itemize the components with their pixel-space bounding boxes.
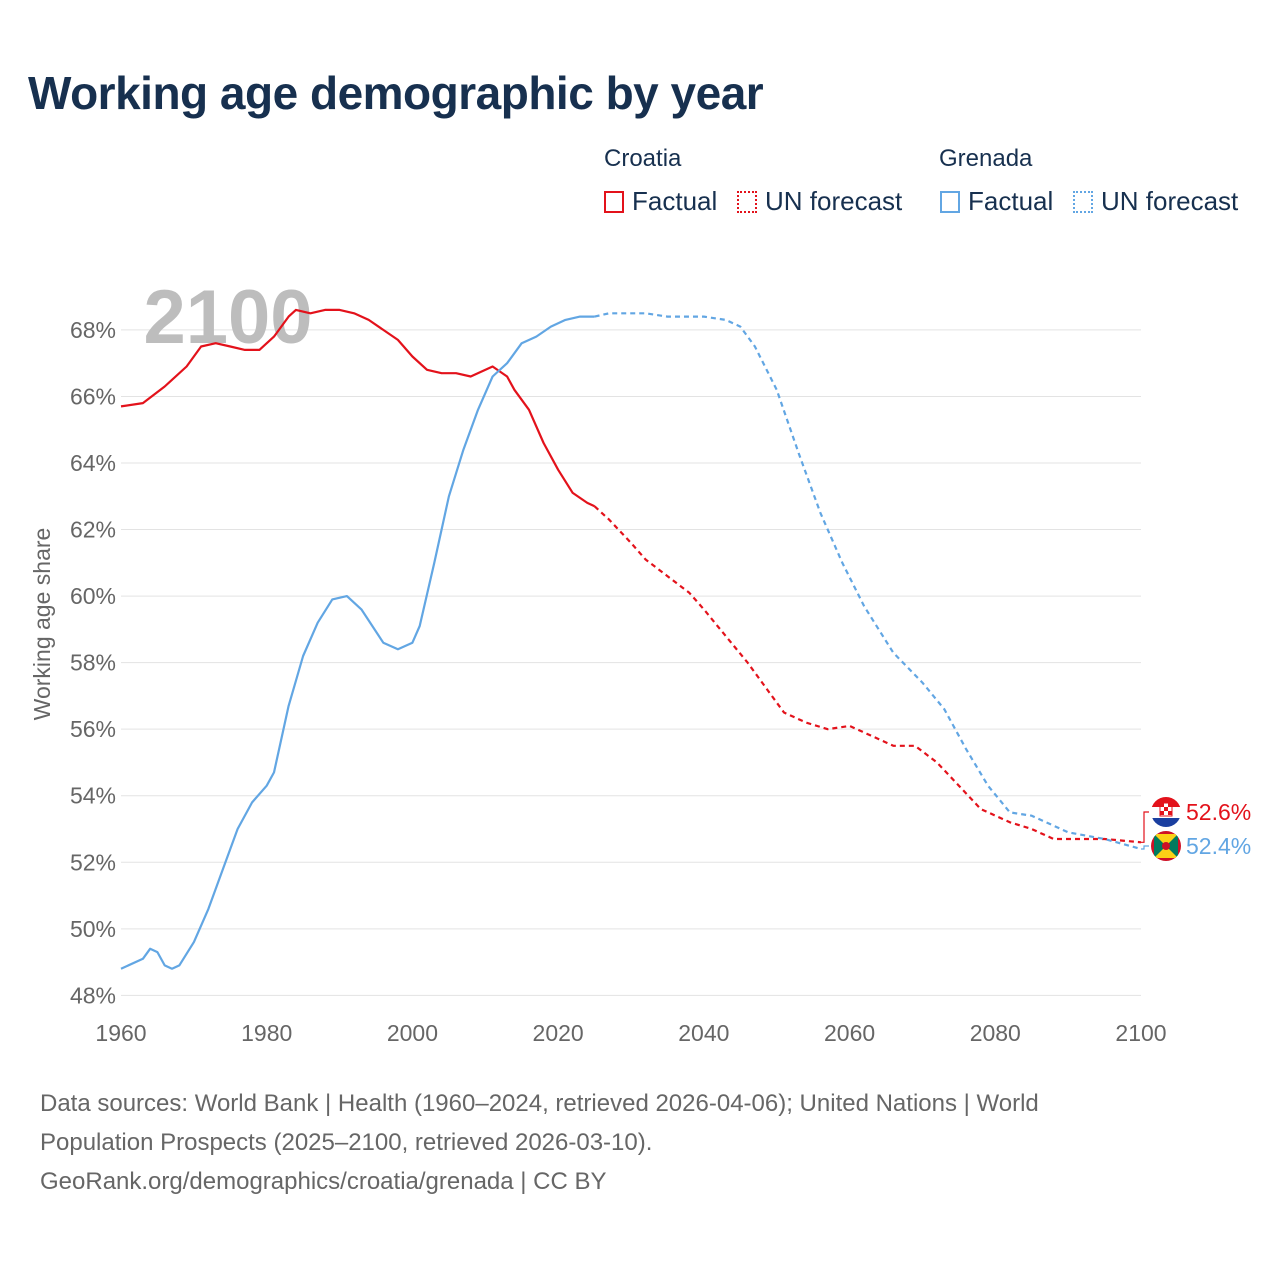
- source-line-1: Data sources: World Bank | Health (1960–…: [40, 1090, 1039, 1117]
- grenada-flag-icon: [1151, 831, 1181, 861]
- y-tick-label: 48%: [70, 982, 116, 1008]
- legend-croatia-factual[interactable]: Factual: [604, 186, 717, 217]
- legend-grenada-heading: Grenada: [939, 145, 1033, 172]
- y-tick-label: 66%: [70, 383, 116, 409]
- y-tick-label: 58%: [70, 650, 116, 676]
- grenada-label-connector: [1141, 845, 1149, 850]
- source-line-2: Population Prospects (2025–2100, retriev…: [40, 1129, 653, 1156]
- legend-grenada-forecast[interactable]: UN forecast: [1073, 186, 1238, 217]
- legend-swatch-solid-red: [604, 190, 624, 213]
- chart-title: Working age demographic by year: [28, 67, 764, 119]
- x-axis-ticks: 1960 1980 2000 2020 2040 2060 2080 2100: [95, 1020, 1166, 1046]
- x-tick-label: 2080: [970, 1020, 1021, 1046]
- y-tick-label: 52%: [70, 849, 116, 875]
- legend-label: UN forecast: [765, 186, 903, 216]
- y-tick-label: 56%: [70, 716, 116, 742]
- legend-label: Factual: [968, 186, 1054, 216]
- series-lines: [120, 308, 1149, 970]
- croatia-forecast-line: [593, 505, 1142, 844]
- y-axis-label: Working age share: [29, 528, 55, 721]
- x-tick-label: 2020: [533, 1020, 584, 1046]
- x-tick-label: 2100: [1115, 1020, 1166, 1046]
- y-axis-ticks: 48% 50% 52% 54% 56% 58% 60% 62% 64% 66% 68%: [70, 317, 116, 1008]
- x-tick-label: 2000: [387, 1020, 438, 1046]
- grenada-forecast-line: [594, 312, 1142, 851]
- legend-label: Factual: [632, 186, 718, 216]
- croatia-flag-icon: [1151, 797, 1181, 827]
- legend-swatch-solid-blue: [940, 190, 960, 213]
- legend-swatch-dotted-blue: [1073, 190, 1093, 213]
- legend-grenada-factual[interactable]: Factual: [940, 186, 1053, 217]
- y-tick-label: 54%: [70, 783, 116, 809]
- legend-croatia-heading: Croatia: [604, 145, 682, 172]
- y-tick-label: 68%: [70, 317, 116, 343]
- croatia-end-value: 52.6%: [1186, 799, 1251, 825]
- source-line-3[interactable]: GeoRank.org/demographics/croatia/grenada…: [40, 1168, 607, 1195]
- y-tick-label: 62%: [70, 517, 116, 543]
- croatia-factual-line: [120, 308, 596, 508]
- x-tick-label: 1980: [241, 1020, 292, 1046]
- gridlines: [121, 329, 1141, 996]
- legend-label: UN forecast: [1101, 186, 1239, 216]
- x-tick-label: 1960: [95, 1020, 146, 1046]
- legend-croatia-forecast[interactable]: UN forecast: [737, 186, 902, 217]
- legend-swatch-dotted-red: [737, 190, 757, 213]
- croatia-label-connector: [1141, 811, 1149, 843]
- grenada-factual-line: [120, 315, 595, 970]
- end-markers: 52.6% 52.4%: [1151, 797, 1251, 861]
- x-tick-label: 2040: [678, 1020, 729, 1046]
- y-tick-label: 50%: [70, 916, 116, 942]
- grenada-end-value: 52.4%: [1186, 833, 1251, 859]
- y-tick-label: 60%: [70, 583, 116, 609]
- y-tick-label: 64%: [70, 450, 116, 476]
- x-tick-label: 2060: [824, 1020, 875, 1046]
